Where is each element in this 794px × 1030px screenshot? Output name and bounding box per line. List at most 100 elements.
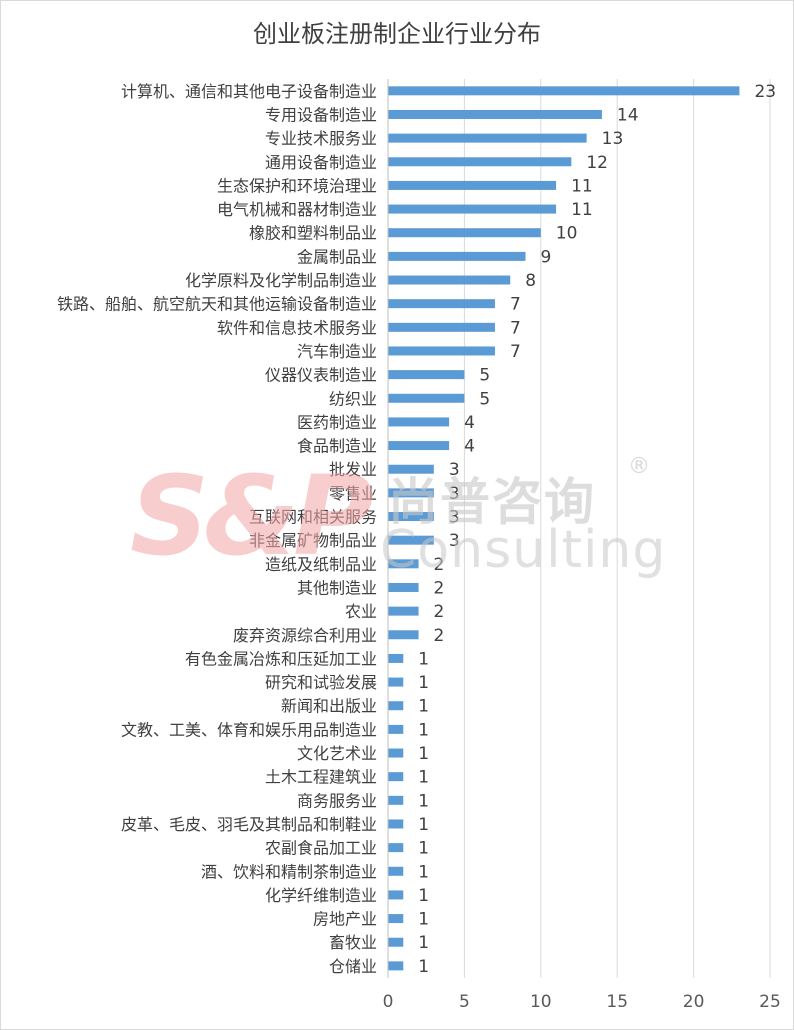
chart-title: 创业板注册制企业行业分布	[253, 20, 541, 48]
data-label: 3	[449, 531, 460, 551]
category-label: 皮革、毛皮、羽毛及其制品和制鞋业	[121, 815, 377, 834]
category-label: 生态保护和环境治理业	[217, 176, 377, 195]
bar	[388, 748, 404, 758]
bar	[388, 890, 404, 900]
data-label: 3	[449, 508, 460, 528]
data-label: 1	[418, 933, 429, 953]
category-label: 专用设备制造业	[265, 105, 377, 124]
data-label: 1	[418, 744, 429, 764]
data-label: 10	[556, 224, 578, 244]
data-label: 1	[418, 649, 429, 669]
x-tick-label: 10	[530, 992, 552, 1012]
category-label: 农业	[345, 602, 377, 621]
category-label: 文教、工美、体育和娱乐用品制造业	[121, 720, 377, 739]
bar	[388, 441, 450, 451]
category-label: 新闻和出版业	[281, 697, 377, 716]
data-label: 1	[418, 673, 429, 693]
category-label: 研究和试验发展	[265, 673, 377, 692]
category-label: 废弃资源综合利用业	[233, 626, 377, 645]
bar	[388, 512, 434, 522]
bar	[388, 559, 419, 569]
category-label: 铁路、船舶、航空航天和其他运输设备制造业	[57, 295, 377, 314]
data-label: 5	[479, 389, 490, 409]
bar	[388, 180, 557, 190]
bar	[388, 133, 587, 143]
category-label: 酒、饮料和精制茶制造业	[201, 862, 377, 881]
bar	[388, 843, 404, 853]
x-tick-label: 20	[683, 992, 705, 1012]
bar	[388, 961, 404, 971]
data-label: 2	[434, 626, 445, 646]
category-label: 通用设备制造业	[265, 153, 377, 172]
data-label: 1	[418, 697, 429, 717]
category-label: 农副食品加工业	[265, 839, 377, 858]
data-label: 2	[434, 555, 445, 575]
category-label: 专业技术服务业	[265, 129, 377, 148]
bar	[388, 653, 404, 663]
x-tick-label: 25	[759, 992, 781, 1012]
category-label: 土木工程建筑业	[265, 768, 377, 787]
data-label: 5	[479, 366, 490, 386]
data-label: 14	[617, 105, 639, 125]
category-label: 纺织业	[329, 389, 377, 408]
x-tick-label: 5	[459, 992, 470, 1012]
category-label: 其他制造业	[297, 578, 377, 597]
category-label: 化学原料及化学制品制造业	[185, 271, 377, 290]
category-label: 有色金属冶炼和压延加工业	[185, 649, 377, 668]
bar	[388, 582, 419, 592]
category-label: 商务服务业	[297, 791, 377, 810]
bar	[388, 606, 419, 616]
bar	[388, 393, 465, 403]
bar	[388, 109, 602, 119]
category-label: 电气机械和器材制造业	[217, 200, 377, 219]
bar	[388, 724, 404, 734]
category-label: 仪器仪表制造业	[265, 366, 377, 385]
category-label: 橡胶和塑料制品业	[249, 224, 377, 243]
data-label: 1	[418, 815, 429, 835]
data-label: 7	[510, 318, 521, 338]
x-tick-label: 15	[606, 992, 628, 1012]
bar	[388, 795, 404, 805]
bar	[388, 535, 434, 545]
data-label: 2	[434, 602, 445, 622]
bar	[388, 701, 404, 711]
data-label: 1	[418, 839, 429, 859]
category-label: 计算机、通信和其他电子设备制造业	[121, 82, 377, 101]
bar	[388, 630, 419, 640]
category-label: 畜牧业	[329, 933, 377, 952]
data-label: 12	[586, 153, 608, 173]
data-label: 7	[510, 342, 521, 362]
category-label: 房地产业	[313, 910, 377, 929]
data-label: 3	[449, 484, 460, 504]
bar	[388, 346, 495, 356]
data-label: 9	[541, 247, 552, 267]
bar	[388, 937, 404, 947]
data-label: 1	[418, 886, 429, 906]
data-label: 2	[434, 578, 445, 598]
data-label: 1	[418, 768, 429, 788]
data-label: 1	[418, 957, 429, 977]
category-label: 互联网和相关服务	[249, 508, 377, 527]
category-label: 批发业	[329, 460, 377, 479]
data-label: 23	[754, 82, 776, 102]
data-label: 3	[449, 460, 460, 480]
data-label: 1	[418, 791, 429, 811]
category-label: 零售业	[329, 484, 377, 503]
category-label: 软件和信息技术服务业	[217, 318, 377, 337]
bar	[388, 275, 511, 285]
bar	[388, 772, 404, 782]
data-label: 13	[602, 129, 624, 149]
category-label: 非金属矿物制品业	[249, 531, 377, 550]
category-label: 食品制造业	[297, 437, 377, 456]
bar	[388, 322, 495, 332]
data-label: 11	[571, 176, 593, 196]
bar	[388, 157, 572, 167]
bar	[388, 866, 404, 876]
data-label: 1	[418, 862, 429, 882]
bar	[388, 86, 740, 96]
category-label: 金属制品业	[297, 247, 377, 266]
category-label: 医药制造业	[297, 413, 377, 432]
bar	[388, 204, 557, 214]
bar	[388, 464, 434, 474]
